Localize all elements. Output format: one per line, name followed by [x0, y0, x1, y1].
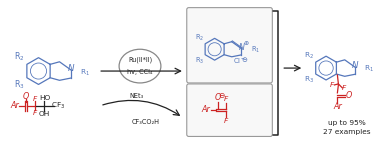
Text: F: F — [33, 110, 37, 116]
Text: Ru(II*II): Ru(II*II) — [128, 57, 152, 63]
Text: O: O — [22, 92, 29, 101]
Text: F: F — [330, 82, 335, 88]
Text: ⊖: ⊖ — [241, 57, 247, 63]
FancyBboxPatch shape — [187, 8, 272, 83]
Text: Ar: Ar — [201, 105, 210, 114]
Text: NEt₃: NEt₃ — [129, 93, 143, 99]
Text: F: F — [342, 85, 347, 91]
Text: CF₃CO₂H: CF₃CO₂H — [132, 119, 160, 125]
FancyBboxPatch shape — [187, 84, 272, 136]
Text: OH: OH — [39, 111, 50, 117]
Text: R$_2$: R$_2$ — [14, 51, 25, 63]
Text: ⊕: ⊕ — [243, 41, 249, 46]
Text: R$_2$: R$_2$ — [304, 51, 314, 61]
Text: 27 examples: 27 examples — [323, 129, 371, 136]
Text: R$_1$: R$_1$ — [80, 68, 90, 78]
Text: R$_3$: R$_3$ — [195, 56, 204, 66]
Text: F: F — [33, 96, 37, 102]
Text: R$_3$: R$_3$ — [304, 75, 314, 85]
Text: hv, CCl₄: hv, CCl₄ — [127, 69, 153, 75]
Text: N: N — [68, 64, 75, 73]
Text: N: N — [239, 43, 245, 52]
Text: O: O — [345, 91, 352, 100]
Text: Cl$^-$: Cl$^-$ — [232, 56, 245, 65]
Text: N: N — [352, 61, 359, 70]
Text: R$_2$: R$_2$ — [195, 33, 204, 43]
Text: F: F — [223, 96, 228, 102]
Text: up to 95%: up to 95% — [328, 120, 366, 126]
Text: Ar: Ar — [333, 102, 342, 111]
Text: ⊖: ⊖ — [218, 91, 225, 100]
Text: R$_1$: R$_1$ — [364, 64, 374, 74]
Text: CF$_3$: CF$_3$ — [51, 101, 65, 111]
Text: Ar: Ar — [10, 101, 19, 110]
Text: O: O — [214, 93, 221, 102]
Text: F: F — [223, 118, 228, 124]
Text: R$_3$: R$_3$ — [14, 79, 25, 91]
Text: R$_1$: R$_1$ — [251, 45, 260, 55]
Text: HO: HO — [39, 95, 50, 101]
